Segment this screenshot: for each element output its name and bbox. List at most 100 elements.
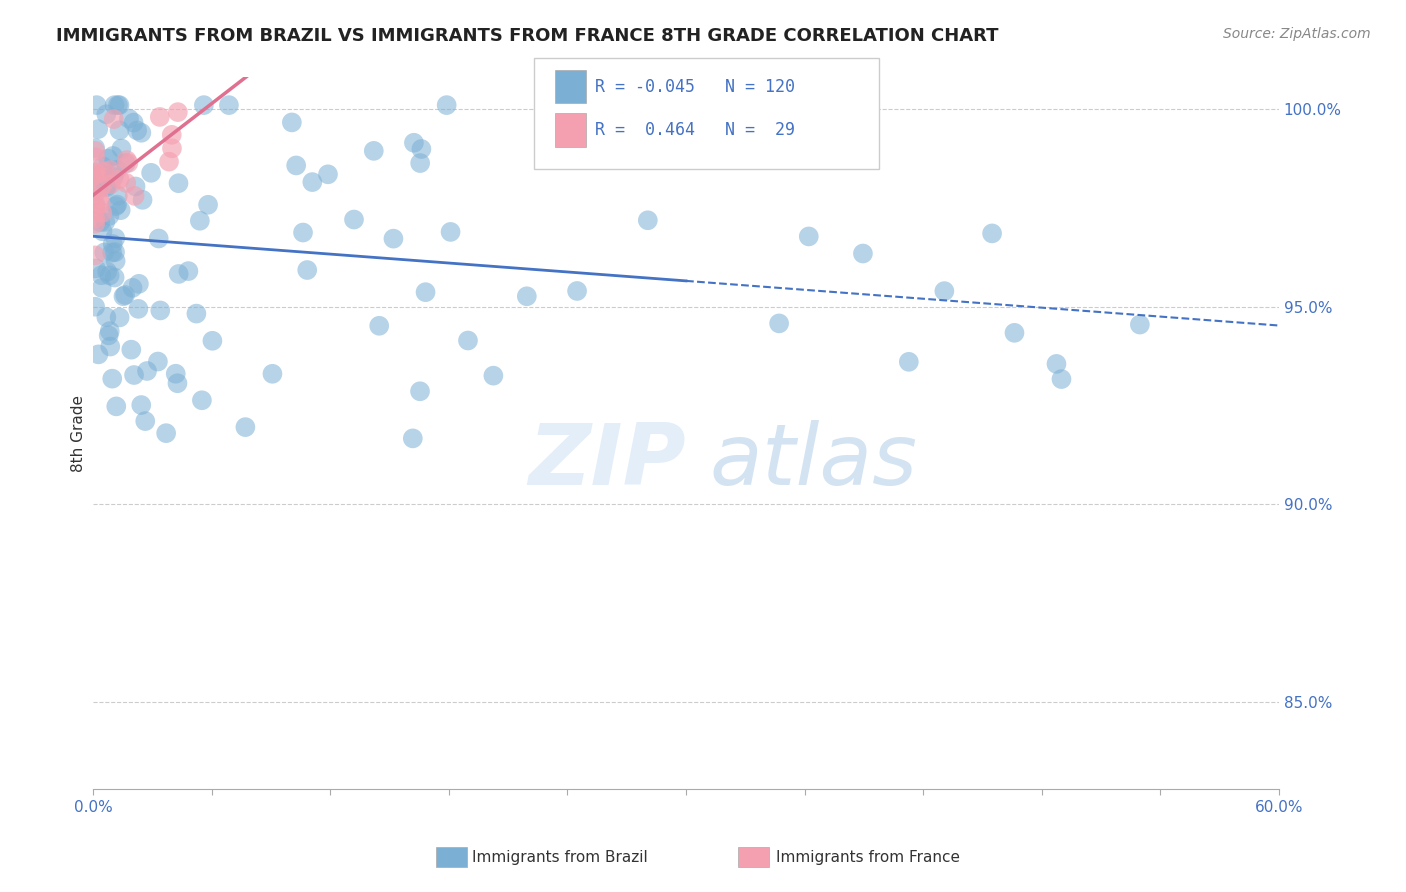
Point xyxy=(94,179,117,194)
Text: Source: ZipAtlas.com: Source: ZipAtlas.com xyxy=(1223,27,1371,41)
Point xyxy=(235,420,257,434)
Point xyxy=(84,178,107,192)
Point xyxy=(97,328,120,343)
Point xyxy=(84,261,107,276)
Text: ZIP: ZIP xyxy=(529,420,686,503)
Point xyxy=(84,165,107,179)
Point xyxy=(84,211,107,226)
Point xyxy=(84,199,107,213)
Point xyxy=(160,128,183,142)
Point xyxy=(1129,318,1152,332)
Point xyxy=(108,98,131,112)
Point xyxy=(301,175,323,189)
Point xyxy=(852,246,875,260)
Point xyxy=(93,164,115,178)
Point xyxy=(90,179,112,194)
Point xyxy=(86,98,108,112)
Point xyxy=(84,144,107,158)
Point xyxy=(436,98,458,112)
Point xyxy=(87,180,110,194)
Point xyxy=(114,156,136,170)
Point xyxy=(108,172,131,186)
Point xyxy=(134,414,156,428)
Point xyxy=(104,254,127,268)
Point xyxy=(98,209,121,223)
Point xyxy=(103,112,125,127)
Point xyxy=(105,162,128,177)
Point xyxy=(84,169,107,183)
Point xyxy=(165,367,187,381)
Point xyxy=(98,268,121,283)
Point xyxy=(482,368,505,383)
Point xyxy=(292,226,315,240)
Point xyxy=(98,340,121,354)
Point xyxy=(402,431,425,445)
Point xyxy=(84,300,107,314)
Point xyxy=(136,364,159,378)
Point xyxy=(84,248,107,262)
Point xyxy=(84,168,107,182)
Point xyxy=(84,150,107,164)
Point xyxy=(100,178,122,192)
Point xyxy=(127,123,149,137)
Point xyxy=(96,310,118,325)
Point xyxy=(89,215,111,229)
Point xyxy=(87,122,110,136)
Point xyxy=(105,197,128,211)
Point xyxy=(149,303,172,318)
Point xyxy=(218,98,240,112)
Point xyxy=(87,347,110,361)
Point xyxy=(112,289,135,303)
Point xyxy=(96,180,118,194)
Text: R =  0.464   N =  29: R = 0.464 N = 29 xyxy=(595,120,794,138)
Point xyxy=(186,307,208,321)
Point xyxy=(201,334,224,348)
Point xyxy=(167,267,190,281)
Point xyxy=(197,198,219,212)
Point xyxy=(103,169,125,184)
Point xyxy=(167,105,190,120)
Point xyxy=(84,203,107,218)
Point xyxy=(84,217,107,231)
Point xyxy=(124,189,146,203)
Point xyxy=(565,284,588,298)
Point xyxy=(166,376,188,391)
Text: Immigrants from France: Immigrants from France xyxy=(776,850,960,864)
Point xyxy=(188,213,211,227)
Point xyxy=(128,277,150,291)
Point xyxy=(439,225,461,239)
Point xyxy=(90,196,112,211)
Point xyxy=(148,231,170,245)
Y-axis label: 8th Grade: 8th Grade xyxy=(72,395,86,472)
Point xyxy=(157,154,180,169)
Point xyxy=(110,203,132,218)
Point xyxy=(98,324,121,338)
Point xyxy=(104,270,127,285)
Point xyxy=(101,372,124,386)
Point xyxy=(101,245,124,260)
Point xyxy=(90,281,112,295)
Point xyxy=(297,263,319,277)
Point xyxy=(103,98,125,112)
Point xyxy=(96,264,118,278)
Text: IMMIGRANTS FROM BRAZIL VS IMMIGRANTS FROM FRANCE 8TH GRADE CORRELATION CHART: IMMIGRANTS FROM BRAZIL VS IMMIGRANTS FRO… xyxy=(56,27,998,45)
Point xyxy=(129,398,152,412)
Point xyxy=(160,141,183,155)
Point xyxy=(84,198,107,212)
Point xyxy=(91,224,114,238)
Point xyxy=(115,153,138,167)
Point xyxy=(981,227,1004,241)
Point xyxy=(637,213,659,227)
Point xyxy=(127,301,149,316)
Point xyxy=(368,318,391,333)
Point xyxy=(797,229,820,244)
Point xyxy=(97,152,120,166)
Point xyxy=(281,115,304,129)
Text: R = -0.045   N = 120: R = -0.045 N = 120 xyxy=(595,78,794,95)
Point xyxy=(93,168,115,182)
Point xyxy=(167,176,190,190)
Point xyxy=(155,426,177,441)
Point xyxy=(415,285,437,300)
Point xyxy=(382,232,405,246)
Point xyxy=(177,264,200,278)
